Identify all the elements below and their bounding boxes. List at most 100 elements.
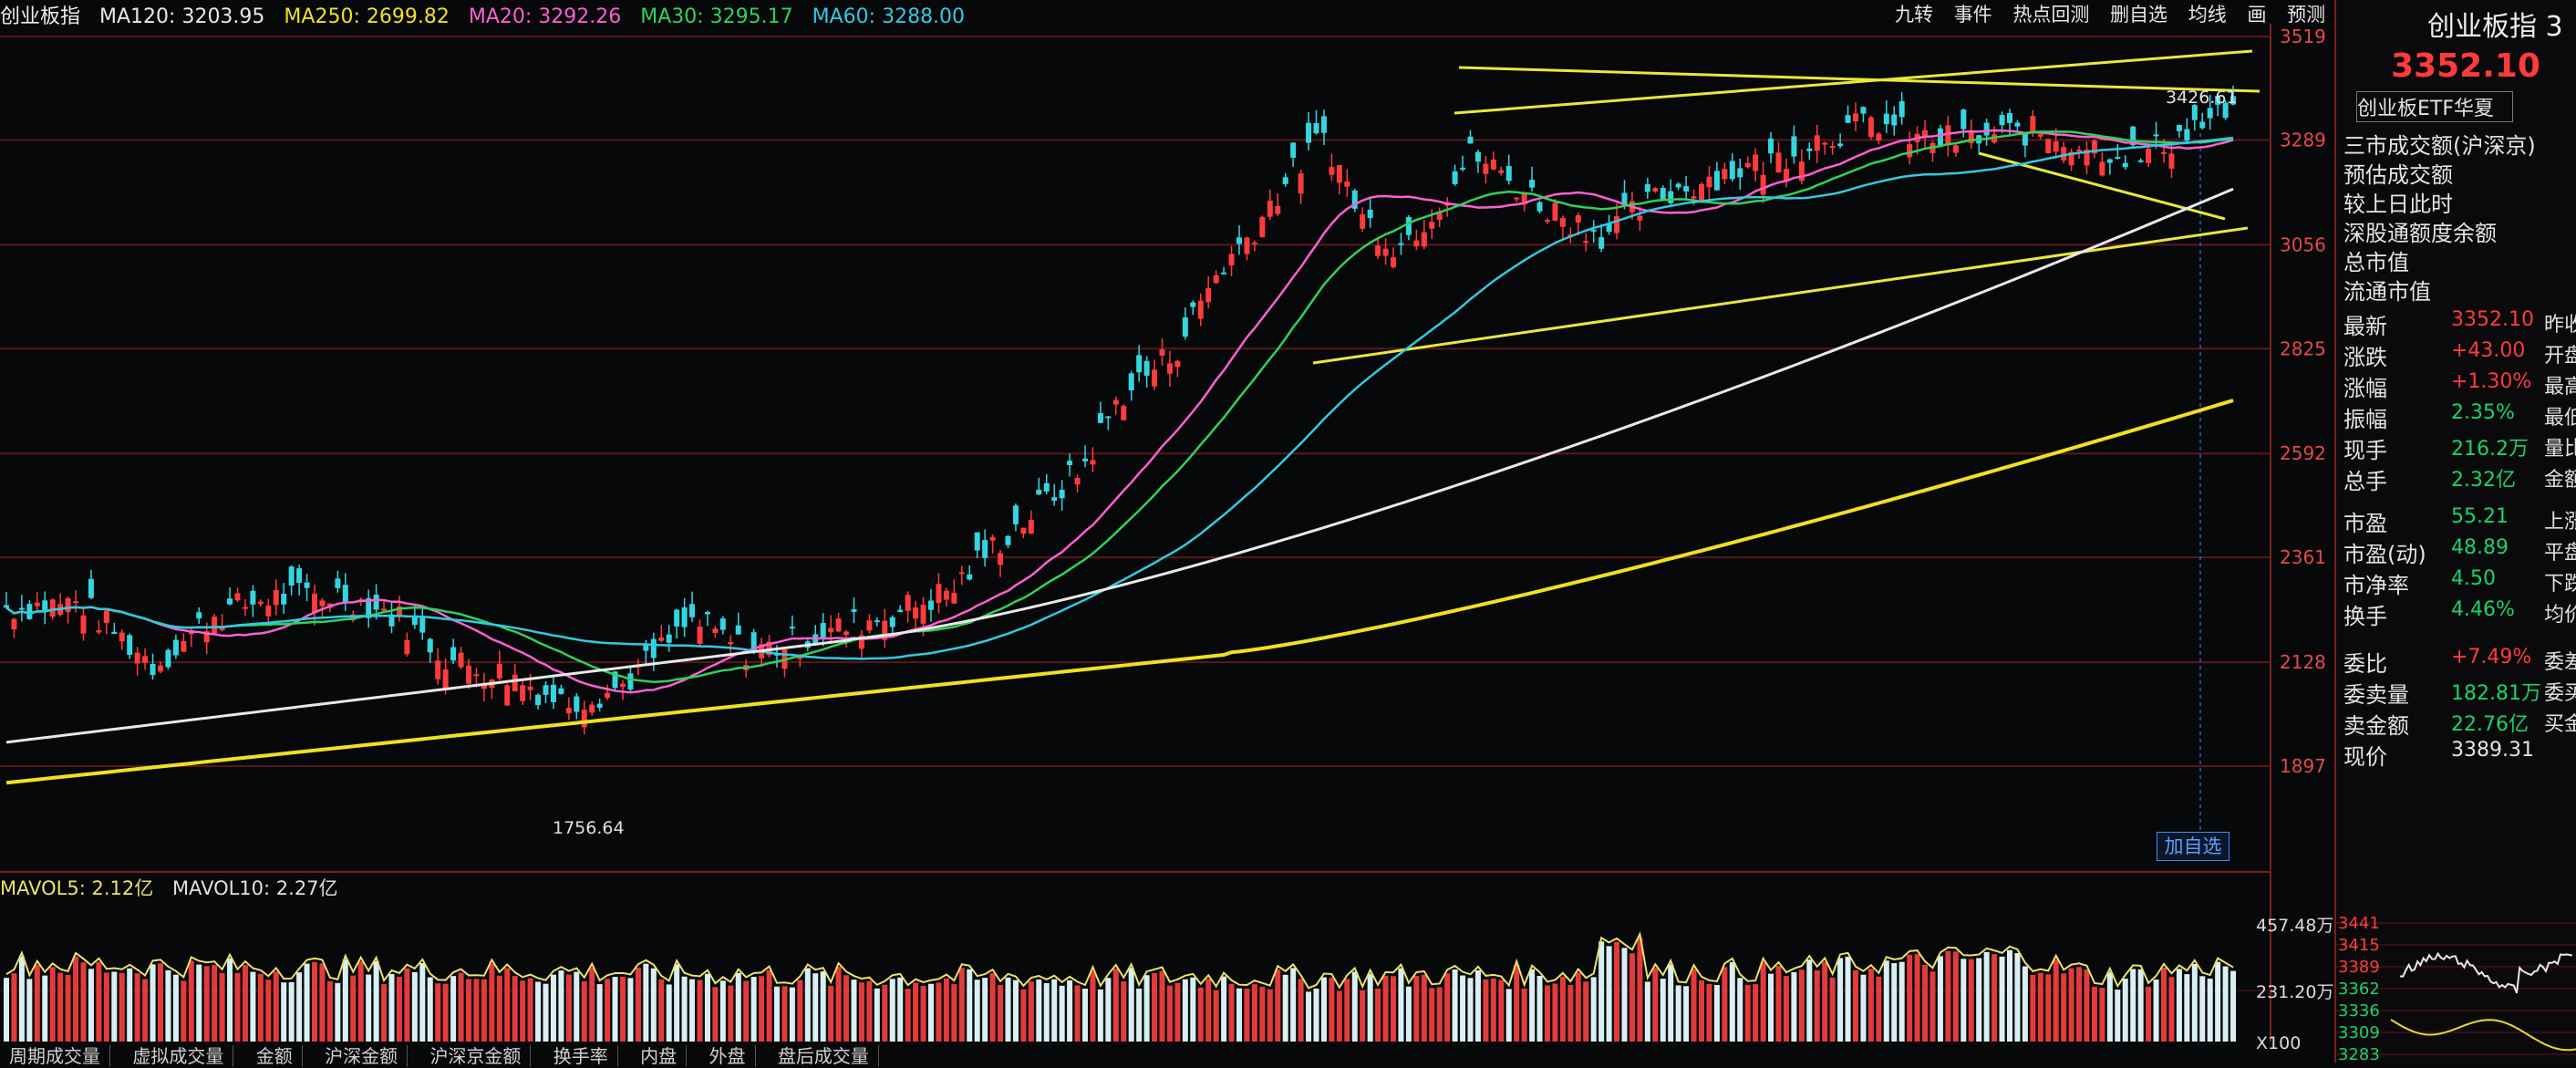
volume-bar — [897, 977, 904, 1042]
toolbar-jiuzhuan[interactable]: 九转 — [1895, 4, 1933, 26]
tab-inner[interactable]: 内盘 — [631, 1045, 688, 1067]
candle-body — [1891, 114, 1898, 126]
candle-body — [527, 686, 533, 690]
volume-bar — [2122, 979, 2128, 1042]
volume-bar — [1567, 984, 1574, 1042]
candle-body — [1521, 192, 1527, 205]
candle-body — [366, 597, 372, 618]
tab-hsj-amount[interactable]: 沪深京金额 — [420, 1045, 532, 1067]
candle-body — [181, 640, 187, 652]
candle-body — [26, 604, 33, 619]
toolbar-ma[interactable]: 均线 — [2188, 4, 2227, 26]
candle-body — [704, 611, 710, 615]
volume-bar — [1814, 969, 1820, 1042]
tab-amount[interactable]: 金额 — [246, 1045, 303, 1067]
volume-bar — [496, 975, 502, 1042]
stat-row: 市盈(动) 48.89 平盘 — [2343, 536, 2576, 568]
volume-bar — [1483, 979, 1489, 1042]
tab-after-hours[interactable]: 盘后成交量 — [768, 1045, 879, 1067]
volume-bar — [1074, 985, 1081, 1042]
volume-bar — [219, 972, 225, 1042]
menu-est-volume[interactable]: 预估成交额 — [2343, 162, 2453, 188]
stat-value: 182.81万 — [2451, 682, 2541, 705]
tab-turnover[interactable]: 换手率 — [543, 1045, 618, 1067]
candle-body — [1845, 115, 1851, 123]
volume-bar — [520, 980, 526, 1042]
candle-body — [589, 704, 595, 713]
volume-bar — [172, 974, 179, 1042]
menu-northbound[interactable]: 深股通额度余额 — [2343, 221, 2497, 246]
stat-row: 市盈 55.21 上涨 — [2343, 505, 2576, 537]
candle-body — [581, 710, 587, 728]
volume-bar — [766, 969, 772, 1042]
candle-body — [928, 600, 934, 610]
candle-body — [735, 625, 741, 635]
candle-body — [281, 593, 287, 605]
candle-body — [874, 620, 880, 623]
candle-body — [889, 617, 895, 627]
add-watchlist-button[interactable]: 加自选 — [2157, 832, 2229, 861]
volume-bar — [342, 959, 348, 1042]
toolbar-remove-watchlist[interactable]: 删自选 — [2110, 4, 2168, 26]
volume-bar — [18, 956, 25, 1042]
volume-bar — [1290, 968, 1297, 1042]
toolbar-draw[interactable]: 画 — [2247, 4, 2267, 26]
axis-label: 2361 — [2280, 546, 2326, 568]
candle-body — [1898, 100, 1905, 118]
candle-body — [1691, 196, 1697, 199]
axis-label: 2825 — [2280, 337, 2326, 359]
volume-bar — [1983, 951, 1990, 1042]
candle-body — [1968, 130, 1974, 143]
volume-bar — [80, 962, 87, 1042]
volume-bar — [1822, 961, 1828, 1042]
toolbar-backtest[interactable]: 热点回测 — [2012, 4, 2090, 26]
toolbar-predict[interactable]: 预测 — [2287, 4, 2326, 26]
tab-hs-amount[interactable]: 沪深金额 — [316, 1045, 409, 1067]
candle-body — [1329, 167, 1335, 175]
menu-float-cap[interactable]: 流通市值 — [2343, 279, 2431, 305]
menu-market-volume[interactable]: 三市成交额(沪深京) — [2343, 133, 2536, 159]
volume-bar — [512, 976, 518, 1042]
panel-etf[interactable]: 创业板ETF华夏 — [2356, 91, 2513, 122]
candle-body — [2068, 151, 2074, 166]
candle-body — [1382, 248, 1389, 256]
volume-bar — [1467, 978, 1474, 1042]
candle-body — [550, 684, 556, 702]
kline-chart[interactable]: 3519 3289 3056 2825 2592 2361 2128 1897 — [0, 24, 2334, 1042]
candle-body — [504, 685, 511, 706]
menu-market-cap[interactable]: 总市值 — [2343, 250, 2409, 275]
candle-body — [627, 673, 634, 690]
candle-body — [681, 607, 688, 627]
volume-bar — [1051, 979, 1058, 1042]
candle-body — [458, 652, 464, 668]
candle-body — [1583, 241, 1589, 244]
candle-body — [1405, 217, 1412, 235]
candle-body — [1012, 505, 1019, 524]
toolbar-events[interactable]: 事件 — [1953, 4, 1992, 26]
candle-body — [381, 608, 388, 611]
tab-outer[interactable]: 外盘 — [699, 1045, 756, 1067]
candle-body — [728, 641, 734, 645]
volume-bar — [835, 967, 842, 1042]
candle-body — [203, 631, 210, 643]
candle-body — [265, 606, 272, 617]
volume-bar — [697, 980, 703, 1042]
candle-body — [1413, 240, 1420, 247]
volume-bar — [2222, 966, 2229, 1042]
candle-body — [1452, 171, 1458, 184]
candle-body — [1853, 113, 1858, 122]
volume-axis-mid: 231.20万 — [2256, 982, 2334, 1002]
volume-bar — [1675, 985, 1681, 1042]
volume-bar — [1282, 974, 1288, 1042]
ma30-line — [5, 130, 2234, 684]
volume-bar — [2191, 963, 2198, 1042]
stat-label: 振幅 — [2343, 407, 2387, 432]
candle-body — [227, 598, 233, 605]
menu-vs-prev[interactable]: 较上日此时 — [2343, 192, 2453, 217]
volume-bar — [1529, 969, 1536, 1042]
candle-body — [689, 604, 696, 617]
candle-body — [1783, 169, 1789, 182]
volume-bar — [643, 963, 649, 1042]
tab-period-volume[interactable]: 周期成交量 — [0, 1045, 110, 1067]
tab-virtual-volume[interactable]: 虚拟成交量 — [123, 1045, 234, 1067]
